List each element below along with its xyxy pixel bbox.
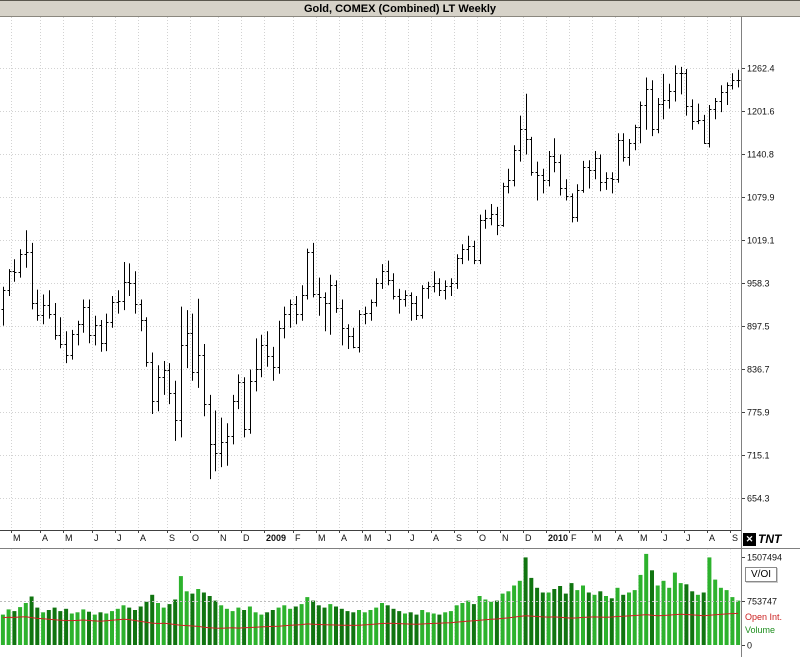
month-label: M — [594, 533, 602, 543]
month-label: F — [295, 533, 301, 543]
vio-panel-button[interactable]: V/OI — [745, 567, 778, 582]
month-label: J — [117, 533, 122, 543]
price-tick-label: 897.5 — [747, 322, 770, 332]
panel-borders — [0, 17, 800, 657]
month-label: J — [94, 533, 99, 543]
price-tick-label: 1201.6 — [747, 107, 775, 117]
ohlc-bars — [1, 65, 741, 480]
price-tick-label: 1019.1 — [747, 236, 775, 246]
volume-label: Volume — [745, 625, 776, 635]
month-label: A — [42, 533, 48, 543]
month-label: J — [663, 533, 668, 543]
month-label: J — [410, 533, 415, 543]
tnt-logo: ✕ TNT — [743, 531, 799, 547]
month-label: D — [525, 533, 532, 543]
month-label: N — [220, 533, 227, 543]
price-tick-label: 1262.4 — [747, 64, 775, 74]
month-label: N — [502, 533, 509, 543]
month-label: S — [732, 533, 738, 543]
month-label: 2010 — [548, 533, 568, 543]
month-label: S — [169, 533, 175, 543]
month-label: J — [387, 533, 392, 543]
month-label: S — [456, 533, 462, 543]
price-tick-label: 1140.8 — [747, 150, 774, 160]
month-label: O — [192, 533, 199, 543]
volume-tick-label: 0 — [747, 641, 752, 651]
volume-bars — [0, 553, 741, 645]
month-label: M — [364, 533, 372, 543]
month-label: M — [640, 533, 648, 543]
price-grid — [0, 17, 741, 530]
month-label: A — [617, 533, 623, 543]
open-interest-label: Open Int. — [745, 612, 783, 622]
month-label: A — [709, 533, 715, 543]
price-tick-label: 836.7 — [747, 365, 770, 375]
price-tick-label: 654.3 — [747, 494, 770, 504]
price-tick-label: 958.3 — [747, 279, 770, 289]
month-label: 2009 — [266, 533, 286, 543]
title-bar: Gold, COMEX (Combined) LT Weekly — [0, 0, 800, 17]
month-label: A — [433, 533, 439, 543]
month-label: M — [13, 533, 21, 543]
price-tick-label: 1079.9 — [747, 193, 775, 203]
volume-tick-label: 1507494 — [747, 553, 782, 563]
tnt-logo-text: TNT — [758, 532, 782, 546]
month-label: A — [341, 533, 347, 543]
month-label: F — [571, 533, 577, 543]
month-label: M — [318, 533, 326, 543]
month-label: J — [686, 533, 691, 543]
open-interest-line — [2, 612, 739, 629]
month-label: A — [140, 533, 146, 543]
month-label: D — [243, 533, 250, 543]
month-label: M — [65, 533, 73, 543]
volume-tick-label: 753747 — [747, 597, 777, 607]
month-label: O — [479, 533, 486, 543]
price-axis-labels[interactable]: 1262.4 1201.6 1140.8 1079.9 1019.1 958.3 897.5… — [747, 64, 782, 651]
price-tick-label: 775.9 — [747, 408, 770, 418]
tnt-x-icon: ✕ — [743, 532, 756, 546]
chart-background — [0, 17, 800, 657]
time-axis-labels[interactable]: M A M J J A S O N D 2009 F M A M J J A S O N D 2010 F M A M J J A S — [13, 533, 738, 543]
chart-title: Gold, COMEX (Combined) LT Weekly — [303, 2, 497, 15]
price-tick-label: 715.1 — [747, 451, 770, 461]
